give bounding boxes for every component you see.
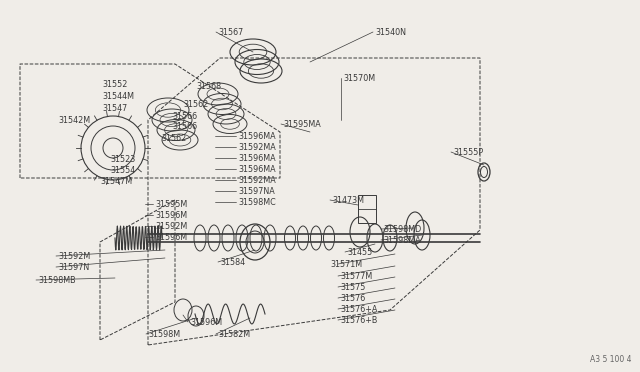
Text: 31552: 31552 <box>102 80 127 89</box>
Text: 31598MC: 31598MC <box>238 198 276 207</box>
Text: 31570M: 31570M <box>343 74 375 83</box>
Text: 31584: 31584 <box>220 258 245 267</box>
Text: 31598MD: 31598MD <box>383 225 421 234</box>
Text: 31576+B: 31576+B <box>340 316 378 325</box>
Text: 31562: 31562 <box>161 134 186 143</box>
Text: 31596M: 31596M <box>155 233 187 242</box>
Text: 31582M: 31582M <box>218 330 250 339</box>
Text: 31567: 31567 <box>218 28 243 37</box>
Text: 31596MA: 31596MA <box>238 165 276 174</box>
Text: 31598MA: 31598MA <box>383 236 420 245</box>
Text: 31455: 31455 <box>347 248 372 257</box>
Text: 31597NA: 31597NA <box>238 187 275 196</box>
Text: 31592MA: 31592MA <box>238 176 276 185</box>
Text: 31596MA: 31596MA <box>238 132 276 141</box>
Text: 31542M: 31542M <box>58 116 90 125</box>
Text: 31592MA: 31592MA <box>238 143 276 152</box>
Text: 31597N: 31597N <box>58 263 89 272</box>
Text: 31523: 31523 <box>110 155 135 164</box>
Text: 31577M: 31577M <box>340 272 372 281</box>
Text: 31592M: 31592M <box>155 222 188 231</box>
Text: 31544M: 31544M <box>102 92 134 101</box>
Text: 31547M: 31547M <box>100 177 132 186</box>
Text: 31566: 31566 <box>172 122 197 131</box>
Text: 31576+A: 31576+A <box>340 305 378 314</box>
Text: 31596M: 31596M <box>155 211 187 220</box>
Text: 31595MA: 31595MA <box>283 120 321 129</box>
Text: 31555P: 31555P <box>453 148 483 157</box>
Text: 31568: 31568 <box>196 82 221 91</box>
Text: 31592M: 31592M <box>58 252 90 261</box>
Text: 31598MB: 31598MB <box>38 276 76 285</box>
Text: A3 5 100 4: A3 5 100 4 <box>591 355 632 364</box>
Text: 31473M: 31473M <box>332 196 364 205</box>
Text: 31595M: 31595M <box>155 200 188 209</box>
Text: 31540N: 31540N <box>375 28 406 37</box>
Text: 31566: 31566 <box>172 112 197 121</box>
Text: 31554: 31554 <box>110 166 135 175</box>
Text: 31598M: 31598M <box>148 330 180 339</box>
Text: 31596MA: 31596MA <box>238 154 276 163</box>
Text: 31562: 31562 <box>183 100 208 109</box>
Text: 31571M: 31571M <box>330 260 362 269</box>
Text: 31596M: 31596M <box>190 318 222 327</box>
Text: 31547: 31547 <box>102 104 127 113</box>
Text: 31576: 31576 <box>340 294 365 303</box>
Text: 31575: 31575 <box>340 283 365 292</box>
Bar <box>358 195 376 223</box>
